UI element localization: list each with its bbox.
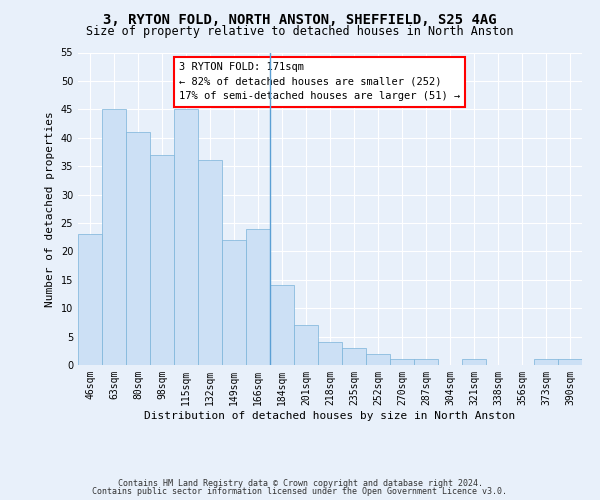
Y-axis label: Number of detached properties: Number of detached properties (45, 111, 55, 306)
Bar (222, 240, 246, 365)
Bar (78, 234, 102, 365)
Bar (534, 360, 558, 365)
Bar (558, 360, 582, 365)
Bar (342, 348, 366, 365)
Text: Contains public sector information licensed under the Open Government Licence v3: Contains public sector information licen… (92, 487, 508, 496)
Bar (270, 286, 294, 365)
Bar (390, 360, 414, 365)
Text: 3 RYTON FOLD: 171sqm
← 82% of detached houses are smaller (252)
17% of semi-deta: 3 RYTON FOLD: 171sqm ← 82% of detached h… (179, 62, 460, 102)
Bar (366, 354, 390, 365)
Text: Contains HM Land Registry data © Crown copyright and database right 2024.: Contains HM Land Registry data © Crown c… (118, 478, 482, 488)
Bar (246, 228, 270, 365)
Bar (294, 325, 318, 365)
Bar (174, 110, 198, 365)
Bar (126, 132, 150, 365)
Bar (318, 342, 342, 365)
Bar (462, 360, 486, 365)
Bar (198, 160, 222, 365)
Text: Size of property relative to detached houses in North Anston: Size of property relative to detached ho… (86, 25, 514, 38)
Bar (414, 360, 438, 365)
Bar (150, 155, 174, 365)
Bar (102, 110, 126, 365)
Text: 3, RYTON FOLD, NORTH ANSTON, SHEFFIELD, S25 4AG: 3, RYTON FOLD, NORTH ANSTON, SHEFFIELD, … (103, 12, 497, 26)
X-axis label: Distribution of detached houses by size in North Anston: Distribution of detached houses by size … (145, 410, 515, 420)
